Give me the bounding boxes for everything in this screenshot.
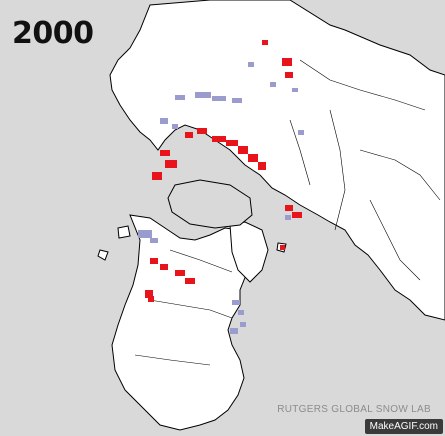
watermark-badge[interactable]: MakeAGIF.com [364,419,443,434]
greenland-landmass [229,221,269,283]
island-2 [117,225,131,239]
borders [134,59,441,366]
credit-label: RUTGERS GLOBAL SNOW LAB [277,404,431,415]
eurasia-landmass [109,0,445,321]
island-3 [97,249,109,261]
north-america-landmass [111,214,253,431]
land-masses [97,0,445,431]
arctic-ocean [167,179,253,229]
year-label: 2000 [12,16,94,51]
snow-anomalies-below [138,62,304,334]
snow-anomalies-above [145,40,302,302]
